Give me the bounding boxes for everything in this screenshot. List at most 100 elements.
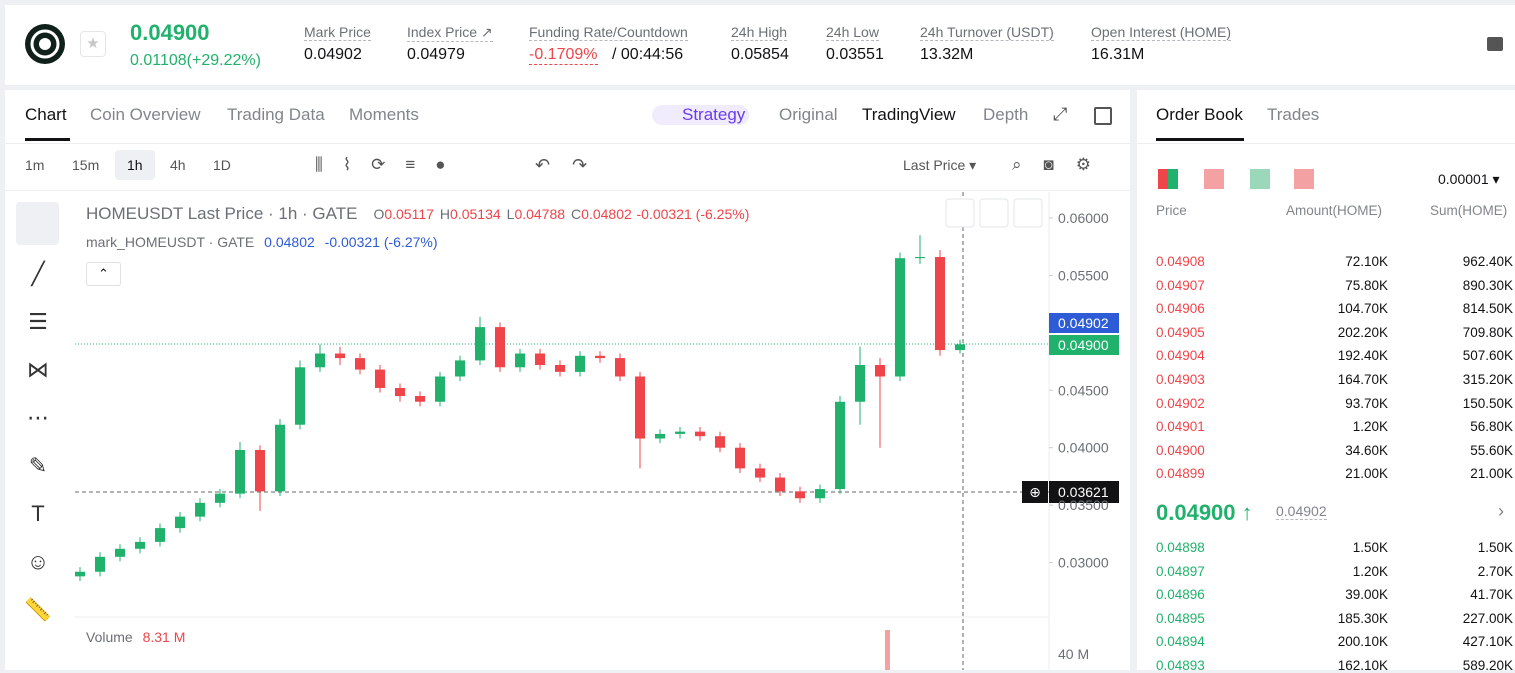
interval[interactable]: 1m xyxy=(25,157,45,173)
col-amount: Amount(HOME) xyxy=(1286,203,1383,218)
stat-value: 16.31M xyxy=(1091,46,1145,63)
book-price: 0.04898 xyxy=(1156,540,1205,555)
chart-tab[interactable]: Chart xyxy=(25,105,67,124)
volume-label: Volume xyxy=(86,629,133,645)
candle-body xyxy=(75,571,85,577)
chart-tab[interactable]: Coin Overview xyxy=(90,105,201,124)
chart-button[interactable] xyxy=(1013,198,1043,228)
mark-line: mark_HOMEUSDT · GATE 0.04802 -0.00321 (-… xyxy=(86,234,438,250)
trades-tab[interactable]: Trades xyxy=(1267,105,1320,124)
view-tab[interactable]: Strategy xyxy=(652,105,750,125)
crosshair-tag xyxy=(1049,481,1119,503)
mark-price-tag-text: 0.04902 xyxy=(1058,315,1109,331)
book-amount: 164.70K xyxy=(1337,372,1388,387)
book-sum: 507.60K xyxy=(1462,348,1513,364)
window-icon[interactable] xyxy=(1094,107,1112,125)
book-amount: 93.70K xyxy=(1345,395,1388,411)
ohlc-key: H xyxy=(439,206,451,222)
order-book-tab[interactable]: Order Book xyxy=(1156,105,1243,124)
precision-value: 0.00001 xyxy=(1438,171,1489,187)
y-tick-label: 0.05500 xyxy=(1058,267,1109,283)
candle-body xyxy=(935,257,945,351)
book-sum: 814.50K xyxy=(1462,301,1513,317)
precision-select[interactable]: 0.00001 ▾ xyxy=(1438,171,1500,187)
candle-body xyxy=(715,436,725,448)
book-view-toggles[interactable] xyxy=(1158,169,1314,189)
menu-icon[interactable] xyxy=(1487,37,1503,51)
candle-body xyxy=(695,431,705,437)
book-price: 0.04908 xyxy=(1156,254,1205,269)
legend-line: HOMEUSDT Last Price · 1h · GATE O0.05117 H… xyxy=(86,204,749,224)
chart-tab[interactable]: Moments xyxy=(349,105,419,124)
drawing-toolbar[interactable]: ╱ ☰ ⋈ ⋯ ✎ T ☺ 📏 xyxy=(24,261,52,622)
mark-price-tag xyxy=(1049,313,1119,333)
candle-body xyxy=(855,365,865,402)
candle-body xyxy=(215,493,225,503)
stat-value: 0.04979 xyxy=(407,46,465,63)
price-type[interactable]: Last Price ▾ xyxy=(903,157,977,173)
candle-body xyxy=(395,387,405,397)
book-sum: 56.80K xyxy=(1470,419,1513,435)
book-last-price-value: 0.04900 xyxy=(1156,500,1236,525)
view-tab[interactable]: TradingView xyxy=(862,105,956,124)
stat-label: Funding Rate/Countdown xyxy=(529,24,688,41)
col-sum: Sum(HOME) xyxy=(1430,203,1508,218)
book-price: 0.04895 xyxy=(1156,610,1205,626)
view-tab[interactable]: Original xyxy=(779,105,838,124)
ohlc-value: 0.05117 xyxy=(384,206,434,222)
book-price: 0.04903 xyxy=(1156,372,1205,387)
legend-change: -0.00321 (-6.25%) xyxy=(636,206,750,222)
candle-body xyxy=(675,431,685,434)
book-amount: 21.00K xyxy=(1345,466,1388,482)
candle-body xyxy=(735,447,745,469)
interval[interactable]: 15m xyxy=(72,157,100,173)
book-sum: 2.70K xyxy=(1477,563,1513,579)
collapse-button[interactable]: ⌃ xyxy=(86,262,121,286)
stat-label: Open Interest (HOME) xyxy=(1091,24,1232,41)
ohlc-key: L xyxy=(506,206,515,222)
ohlc-value: 0.05134 xyxy=(450,206,501,222)
book-sum: 962.40K xyxy=(1462,254,1513,269)
candle-body xyxy=(175,516,185,529)
ohlc-value: 0.04802 xyxy=(581,206,632,222)
book-amount: 202.20K xyxy=(1337,324,1388,340)
favorite-button[interactable]: ★ xyxy=(80,31,106,57)
book-more[interactable]: › xyxy=(1498,501,1504,521)
y-tick-label: 0.04500 xyxy=(1058,382,1109,398)
book-amount: 75.80K xyxy=(1345,277,1388,293)
candle-body xyxy=(335,353,345,359)
chart-button[interactable] xyxy=(945,198,975,228)
candle-body xyxy=(895,258,905,377)
expand-icon[interactable]: ⤢ xyxy=(1053,104,1068,124)
book-price: 0.04904 xyxy=(1156,348,1205,364)
candle-body xyxy=(955,344,965,351)
undo-redo[interactable]: ↶↷ xyxy=(535,155,610,175)
crosshair-tool[interactable] xyxy=(16,202,59,245)
candle-body xyxy=(455,360,465,377)
crosshair-add[interactable] xyxy=(1022,481,1048,503)
tab-underline xyxy=(1156,138,1244,141)
chart-tab[interactable]: Trading Data xyxy=(227,105,325,124)
col-price: Price xyxy=(1156,203,1187,218)
candle-body xyxy=(875,365,885,377)
interval[interactable]: 1D xyxy=(213,157,231,173)
chart-tools[interactable]: ⫼⌇⟳≡● xyxy=(315,155,466,174)
header xyxy=(5,5,1515,85)
chart-button[interactable] xyxy=(979,198,1009,228)
candle-body xyxy=(535,353,545,365)
interval[interactable]: 1h xyxy=(115,150,155,180)
book-price: 0.04905 xyxy=(1156,324,1205,340)
chart-panel xyxy=(5,90,1130,670)
y-tick-label: 0.03500 xyxy=(1058,497,1109,513)
candle-body xyxy=(815,489,825,499)
book-amount: 1.20K xyxy=(1352,563,1388,579)
stat-value: 0.04902 xyxy=(304,46,362,63)
interval[interactable]: 4h xyxy=(170,157,186,173)
coin-logo xyxy=(25,24,65,64)
book-amount: 1.50K xyxy=(1352,540,1388,555)
stat-value: 13.32M xyxy=(920,46,974,63)
view-tab[interactable]: Depth xyxy=(983,105,1029,124)
book-amount: 39.00K xyxy=(1345,587,1388,603)
chart-actions[interactable]: ⌕◙⚙ xyxy=(1012,155,1114,174)
book-amount: 192.40K xyxy=(1337,348,1388,364)
